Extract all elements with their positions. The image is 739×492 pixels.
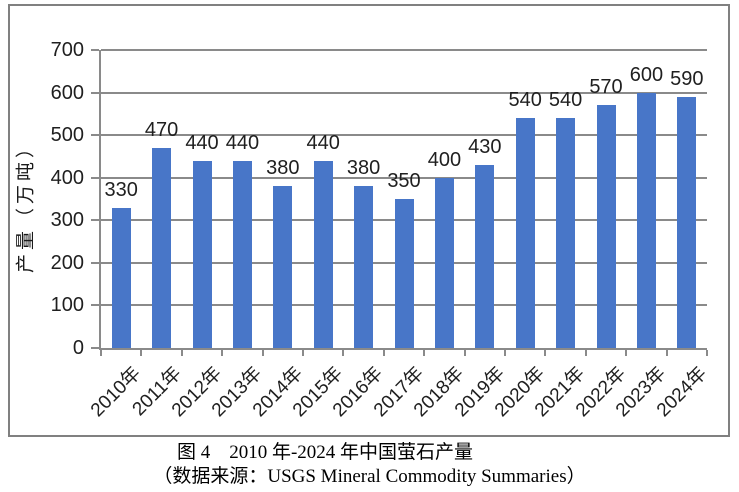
y-axis-tick (91, 134, 99, 137)
bar-value-label: 600 (629, 63, 664, 86)
bar-value-label: 440 (185, 131, 219, 154)
bar-value-label: 440 (306, 131, 340, 154)
bar (273, 186, 293, 348)
bar (232, 160, 252, 348)
bar (596, 105, 616, 348)
y-axis-tick (91, 219, 99, 222)
y-axis-tick (91, 176, 99, 179)
x-axis-tick (382, 350, 385, 356)
y-tick-label: 300 (50, 209, 84, 232)
y-axis-line (99, 50, 101, 350)
bar-value-label: 430 (468, 135, 502, 158)
x-axis-tick (180, 350, 183, 356)
y-tick-label: 700 (50, 39, 84, 61)
bar-value-label: 400 (427, 148, 462, 171)
bar-value-label: 540 (508, 89, 542, 112)
x-axis-tick (463, 350, 466, 356)
bar-value-label: 380 (346, 157, 381, 180)
figure-caption: 图 4 2010 年-2024 年中国萤石产量 (176, 442, 474, 463)
x-axis-tick (706, 350, 708, 356)
bar-value-label: 330 (104, 178, 138, 201)
x-axis-tick (665, 350, 668, 356)
bar (434, 177, 454, 348)
x-axis-tick (302, 350, 304, 356)
y-axis-tick (91, 91, 99, 94)
x-axis-tick (584, 350, 587, 356)
bar (636, 92, 656, 348)
gridline (101, 176, 707, 179)
bar (152, 147, 172, 348)
y-axis-tick (91, 304, 99, 307)
bar-value-label: 540 (548, 89, 583, 112)
bar (515, 118, 535, 348)
y-tick-label: 0 (72, 337, 84, 359)
x-axis-tick (423, 350, 426, 356)
figure-source-note: （数据来源：USGS Mineral Commodity Summaries） (153, 466, 586, 487)
bar-value-label: 350 (387, 170, 421, 192)
x-axis-tick (140, 350, 143, 356)
gridline (101, 91, 707, 94)
bar (394, 199, 414, 348)
y-tick-label: 100 (50, 294, 84, 317)
bar-value-label: 590 (670, 67, 704, 90)
y-axis-tick (91, 49, 99, 51)
x-axis-tick (504, 350, 506, 356)
bar-value-label: 470 (144, 118, 179, 141)
bar (354, 186, 374, 348)
bar-value-label: 570 (589, 76, 623, 99)
y-axis-tick (91, 261, 99, 264)
bar (313, 160, 333, 348)
x-axis-tick (261, 350, 264, 356)
y-axis-tick (91, 347, 99, 349)
x-axis-tick (544, 350, 547, 356)
x-axis-tick (625, 350, 628, 356)
y-tick-label: 200 (50, 251, 84, 274)
x-axis-tick (221, 350, 224, 356)
y-axis-title: 产量（万吨） (15, 134, 37, 274)
bar (677, 96, 697, 348)
bar (192, 160, 212, 348)
x-axis-line (101, 348, 707, 350)
bar (556, 118, 576, 348)
x-axis-tick (100, 350, 102, 356)
y-tick-label: 600 (50, 81, 84, 104)
bar (111, 207, 131, 348)
bar (475, 164, 495, 348)
y-tick-label: 400 (50, 166, 84, 189)
y-tick-label: 500 (50, 124, 84, 147)
x-axis-tick (342, 350, 345, 356)
bar-value-label: 380 (266, 157, 300, 180)
bar-value-label: 440 (225, 131, 260, 154)
gridline (101, 134, 707, 137)
gridline (101, 49, 707, 51)
